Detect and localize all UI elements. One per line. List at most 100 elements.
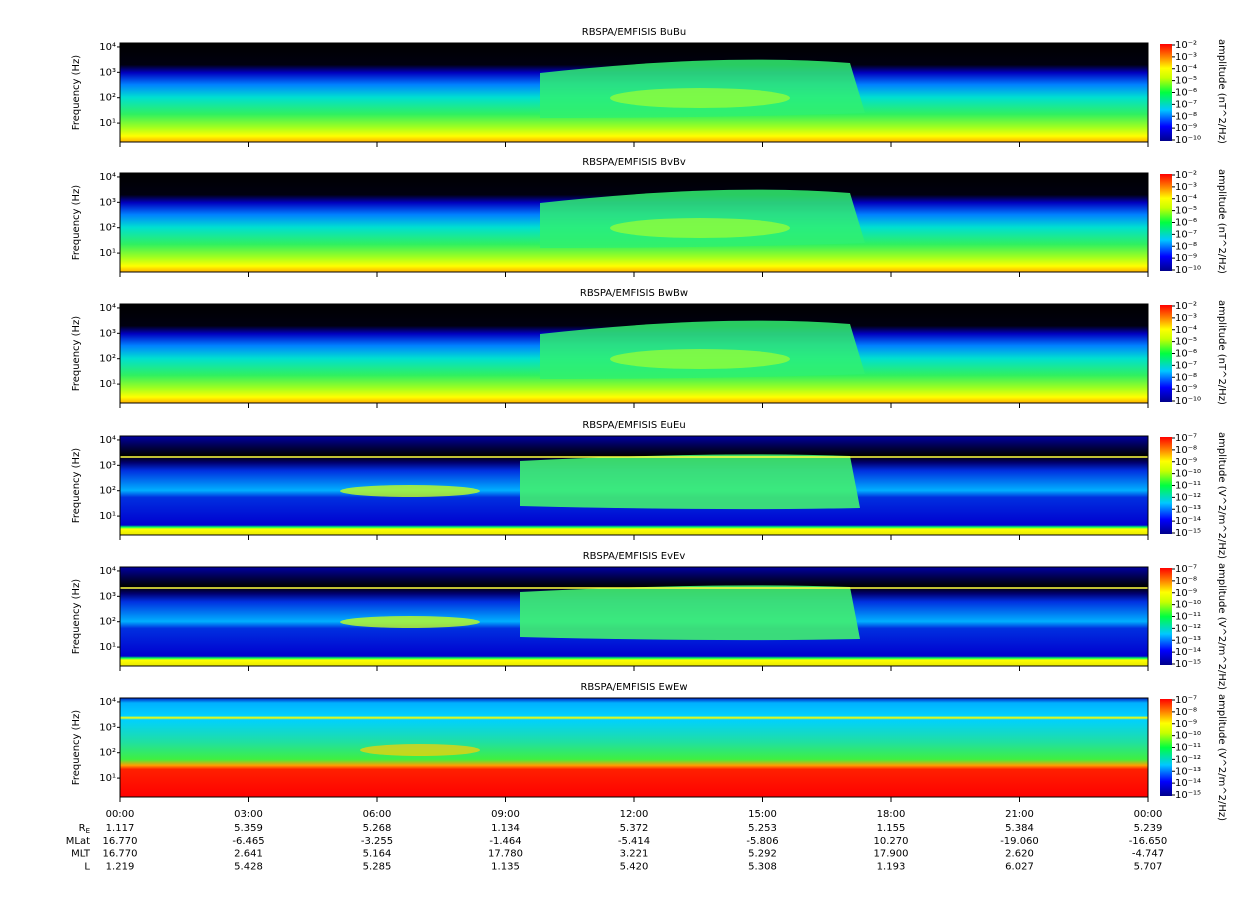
ephemeris-label: MLT [71,849,91,860]
colorbar-tick-label: 10⁻⁷ [1175,433,1197,444]
panel-title: RBSPA/EMFISIS BuBu [582,27,686,38]
panel-title: RBSPA/EMFISIS EvEv [583,551,686,562]
y-axis-label: Frequency (Hz) [71,316,82,392]
ephemeris-value: -3.255 [361,836,393,847]
ephemeris-value: 5.308 [748,861,777,872]
colorbar-tick-label: 10⁻⁹ [1175,123,1197,134]
ephemeris-value: 16.770 [103,836,138,847]
ephemeris-label-subscript: E [86,827,90,835]
colorbar-tick-label: 10⁻⁵ [1175,337,1197,348]
x-tick-label: 12:00 [620,809,649,820]
ephemeris-value: 5.268 [363,823,392,834]
colorbar-tick-label: 10⁻¹⁴ [1175,778,1201,789]
colorbar-tick-label: 10⁻⁷ [1175,564,1197,575]
y-tick-label: 10³ [99,591,116,602]
y-tick-label: 10³ [99,460,116,471]
wave-region [520,454,860,510]
ephemeris-value: 17.900 [874,849,909,860]
y-tick-label: 10¹ [99,511,116,522]
y-axis-label: Frequency (Hz) [71,710,82,786]
colorbar-tick-label: 10⁻¹⁰ [1175,135,1201,146]
ephemeris-value: 16.770 [103,849,138,860]
x-tick-label: 15:00 [748,809,777,820]
y-tick-label: 10³ [99,328,116,339]
ephemeris-value: -4.747 [1132,849,1164,860]
colorbar-tick-label: 10⁻⁸ [1175,372,1197,383]
colorbar-label: amplitude (V^2/m^2/Hz) [1216,432,1227,559]
colorbar-tick-label: 10⁻⁶ [1175,349,1197,360]
ephemeris-value: 1.135 [491,861,520,872]
y-axis-label: Frequency (Hz) [71,55,82,131]
ephemeris-value: -6.465 [232,836,264,847]
ephemeris-value: 17.780 [488,849,523,860]
ephemeris-value: 5.285 [363,861,392,872]
colorbar-label: amplitude (nT^2/Hz) [1216,300,1227,405]
colorbar [1160,305,1172,402]
x-tick-label: 00:00 [106,809,135,820]
y-tick-label: 10² [99,748,116,759]
x-tick-label: 03:00 [234,809,263,820]
colorbar-tick-label: 10⁻¹³ [1175,766,1201,777]
colorbar-tick-label: 10⁻² [1175,301,1197,312]
x-tick-label: 18:00 [877,809,906,820]
colorbar-tick-label: 10⁻¹⁵ [1175,528,1201,539]
panel-title: RBSPA/EMFISIS BwBw [580,288,688,299]
colorbar-tick-label: 10⁻⁴ [1175,64,1197,75]
y-tick-label: 10⁴ [99,435,116,446]
colorbar-tick-label: 10⁻⁸ [1175,241,1197,252]
x-tick-label: 00:00 [1134,809,1163,820]
wave-region [520,585,860,641]
ephemeris-value: 1.117 [106,823,135,834]
wave-region [340,616,480,628]
colorbar-tick-label: 10⁻¹⁵ [1175,659,1201,670]
colorbar-tick-label: 10⁻² [1175,40,1197,51]
y-tick-label: 10⁴ [99,697,116,708]
ephemeris-value: 5.428 [234,861,263,872]
y-tick-label: 10³ [99,67,116,78]
colorbar-tick-label: 10⁻¹⁰ [1175,469,1201,480]
colorbar-tick-label: 10⁻⁹ [1175,384,1197,395]
y-tick-label: 10¹ [99,379,116,390]
y-tick-label: 10³ [99,722,116,733]
y-tick-label: 10¹ [99,118,116,129]
x-tick-label: 06:00 [363,809,392,820]
ephemeris-value: 5.164 [363,849,392,860]
colorbar-tick-label: 10⁻² [1175,170,1197,181]
colorbar-tick-label: 10⁻¹⁰ [1175,265,1201,276]
y-tick-label: 10² [99,93,116,104]
y-tick-label: 10² [99,354,116,365]
colorbar-tick-label: 10⁻¹¹ [1175,481,1201,492]
y-axis-label: Frequency (Hz) [71,185,82,261]
ephemeris-value: 5.239 [1134,823,1163,834]
wave-region [610,218,790,238]
colorbar-label: amplitude (V^2/m^2/Hz) [1216,694,1227,821]
y-tick-label: 10⁴ [99,42,116,53]
y-tick-label: 10⁴ [99,303,116,314]
colorbar-tick-label: 10⁻⁸ [1175,445,1197,456]
ephemeris-value: -5.806 [746,836,778,847]
wave-region [610,349,790,369]
y-tick-label: 10² [99,223,116,234]
colorbar [1160,44,1172,141]
colorbar [1160,437,1172,534]
colorbar-tick-label: 10⁻⁹ [1175,719,1197,730]
panel-title: RBSPA/EMFISIS BvBv [582,157,686,168]
panel-title: RBSPA/EMFISIS EwEw [580,682,687,693]
colorbar-tick-label: 10⁻⁷ [1175,695,1197,706]
ephemeris-value: 6.027 [1005,861,1034,872]
ephemeris-value: 10.270 [874,836,909,847]
y-tick-label: 10² [99,486,116,497]
ephemeris-value: 1.219 [106,861,135,872]
colorbar-tick-label: 10⁻³ [1175,182,1197,193]
ephemeris-label-text: MLat [66,836,90,847]
ephemeris-value: 5.292 [748,849,777,860]
colorbar-tick-label: 10⁻⁶ [1175,218,1197,229]
y-tick-label: 10¹ [99,642,116,653]
ephemeris-value: 2.620 [1005,849,1034,860]
ephemeris-label-text: R [79,823,86,834]
colorbar [1160,568,1172,665]
y-axis-label: Frequency (Hz) [71,448,82,524]
ephemeris-label: MLat [66,836,90,847]
colorbar-tick-label: 10⁻⁵ [1175,206,1197,217]
spectrogram-image [120,43,1148,142]
